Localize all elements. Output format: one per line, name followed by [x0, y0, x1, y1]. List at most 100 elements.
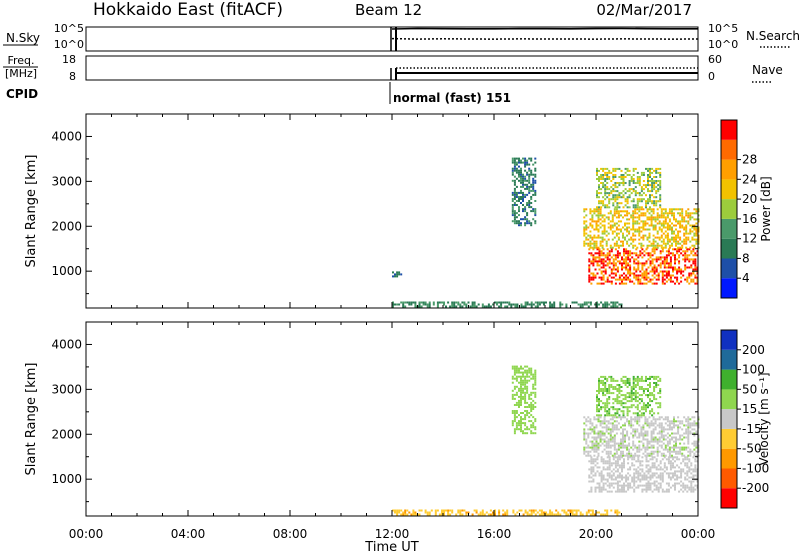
- scatter-cell: [626, 377, 629, 380]
- scatter-cell: [688, 488, 691, 491]
- scatter-cell: [612, 301, 615, 304]
- scatter-cell: [597, 220, 600, 223]
- scatter-cell: [636, 448, 639, 451]
- scatter-cell: [622, 412, 625, 415]
- scatter-cell: [522, 430, 524, 433]
- scatter-cell: [673, 416, 675, 419]
- scatter-cell: [608, 192, 611, 195]
- scatter-cell: [667, 278, 670, 281]
- scatter-cell: [650, 444, 653, 447]
- scatter-cell: [622, 210, 624, 213]
- scatter-cell: [633, 260, 636, 263]
- scatter-cell: [684, 462, 687, 465]
- scatter-cell: [675, 238, 677, 241]
- scatter-cell: [618, 176, 621, 178]
- scatter-cell: [612, 458, 615, 461]
- scatter-cell: [610, 268, 613, 271]
- scatter-cell: [615, 420, 618, 423]
- scatter-cell: [428, 511, 431, 514]
- scatter-cell: [602, 474, 605, 477]
- scatter-cell: [634, 190, 637, 193]
- scatter-cell: [575, 513, 578, 516]
- scatter-cell: [675, 218, 677, 221]
- scatter-cell: [630, 392, 633, 395]
- scatter-cell: [671, 230, 673, 233]
- scatter-cell: [657, 486, 660, 489]
- scatter-cell: [513, 410, 516, 412]
- scatter-cell: [611, 430, 614, 433]
- scatter-cell: [666, 214, 669, 217]
- scatter-cell: [636, 428, 639, 431]
- scatter-cell: [673, 426, 675, 429]
- scatter-cell: [626, 396, 629, 399]
- scatter-cell: [645, 248, 648, 251]
- scatter-cell: [659, 486, 662, 489]
- scatter-cell: [673, 422, 675, 425]
- scatter-cell: [659, 256, 662, 259]
- scatter-cell: [639, 480, 642, 483]
- scatter-cell: [596, 511, 598, 514]
- scatter-cell: [657, 412, 660, 415]
- scatter-cell: [592, 256, 595, 259]
- scatter-cell: [612, 264, 615, 267]
- scatter-cell: [651, 466, 654, 469]
- scatter-cell: [526, 414, 529, 417]
- scatter-cell: [610, 186, 613, 189]
- scatter-cell: [665, 254, 668, 257]
- scatter-cell: [657, 256, 660, 259]
- scatter-cell: [602, 394, 605, 397]
- scatter-cell: [640, 379, 643, 382]
- scatter-cell: [530, 367, 533, 370]
- scatter-cell: [694, 266, 697, 269]
- scatter-cell: [646, 246, 649, 249]
- scatter-cell: [694, 474, 697, 477]
- scatter-cell: [534, 418, 537, 421]
- x-tick-label: 08:00: [273, 527, 308, 541]
- scatter-cell: [588, 468, 591, 471]
- scatter-cell: [657, 379, 660, 382]
- scatter-cell: [585, 513, 588, 516]
- scatter-cell: [524, 406, 527, 408]
- scatter-cell: [515, 404, 518, 406]
- scatter-cell: [610, 482, 613, 485]
- scatter-cell: [618, 384, 621, 386]
- scatter-cell: [518, 424, 520, 427]
- scatter-cell: [606, 280, 609, 283]
- scatter-cell: [600, 400, 603, 403]
- nave-label: Nave: [752, 63, 783, 77]
- scatter-cell: [684, 250, 687, 253]
- scatter-cell: [496, 303, 498, 306]
- scatter-cell: [632, 382, 635, 384]
- scatter-cell: [520, 375, 522, 378]
- scatter-cell: [534, 175, 537, 178]
- scatter-cell: [640, 242, 643, 245]
- scatter-cell: [621, 488, 623, 491]
- scatter-cell: [600, 206, 603, 209]
- scatter-cell: [609, 226, 612, 229]
- scatter-cell: [672, 474, 674, 477]
- scatter-cell: [627, 486, 630, 489]
- scatter-cell: [627, 268, 630, 271]
- scatter-cell: [617, 246, 620, 249]
- scatter-cell: [639, 484, 642, 487]
- scatter-cell: [668, 244, 671, 247]
- scatter-cell: [534, 220, 537, 223]
- scatter-cell: [522, 191, 524, 194]
- scatter-cell: [620, 379, 623, 382]
- scatter-cell: [408, 511, 411, 514]
- scatter-cell: [685, 224, 688, 227]
- scatter-cell: [652, 208, 655, 211]
- scatter-cell: [585, 438, 588, 441]
- scatter-cell: [590, 282, 593, 285]
- scatter-cell: [652, 446, 655, 449]
- scatter-cell: [638, 216, 641, 219]
- scatter-cell: [643, 254, 646, 257]
- scatter-cell: [530, 511, 533, 514]
- scatter-cell: [664, 428, 667, 431]
- scatter-cell: [534, 157, 537, 160]
- scatter-cell: [536, 301, 539, 304]
- scatter-cell: [628, 212, 631, 215]
- scatter-cell: [613, 420, 616, 423]
- scatter-cell: [520, 191, 522, 194]
- scatter-cell: [634, 454, 637, 457]
